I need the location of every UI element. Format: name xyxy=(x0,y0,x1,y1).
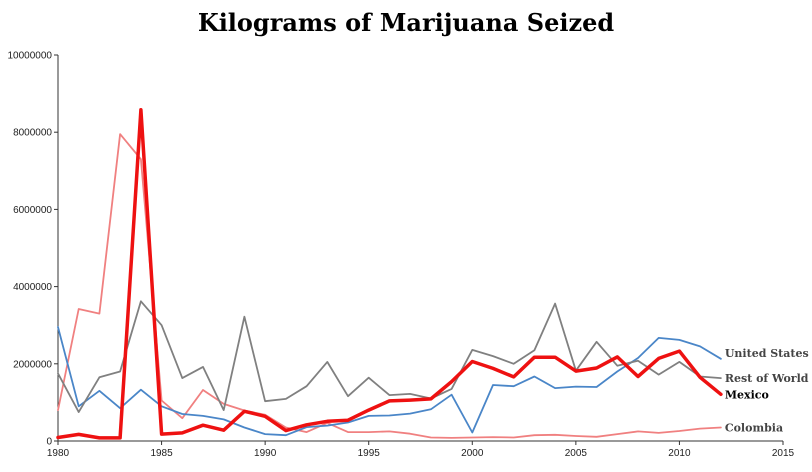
y-tick-label: 8000000 xyxy=(13,128,52,139)
series-line-rest-of-world xyxy=(57,300,722,414)
x-tick-label: 2010 xyxy=(668,448,691,459)
y-tick-label: 0 xyxy=(46,437,52,448)
x-tick-label: 1995 xyxy=(358,448,381,459)
x-tick-label: 1985 xyxy=(150,448,173,459)
x-tick-label: 2000 xyxy=(461,448,484,459)
series-line-united-states xyxy=(57,326,722,437)
y-tick-label: 6000000 xyxy=(13,205,52,216)
series-label-united-states: United States xyxy=(725,347,809,360)
x-tick-label: 1990 xyxy=(254,448,277,459)
series-label-rest-of-world: Rest of World xyxy=(725,372,809,385)
series-line-mexico xyxy=(56,108,723,440)
x-tick-label: 2015 xyxy=(772,448,795,459)
series-line-colombia xyxy=(57,133,722,439)
series-label-mexico: Mexico xyxy=(725,388,769,401)
series-label-colombia: Colombia xyxy=(725,421,783,434)
y-tick-label: 10000000 xyxy=(8,51,53,62)
y-tick-label: 2000000 xyxy=(13,359,52,370)
y-tick-label: 4000000 xyxy=(13,282,52,293)
chart-title: Kilograms of Marijuana Seized xyxy=(197,8,615,37)
x-tick-label: 2005 xyxy=(565,448,588,459)
x-tick-label: 1980 xyxy=(47,448,70,459)
